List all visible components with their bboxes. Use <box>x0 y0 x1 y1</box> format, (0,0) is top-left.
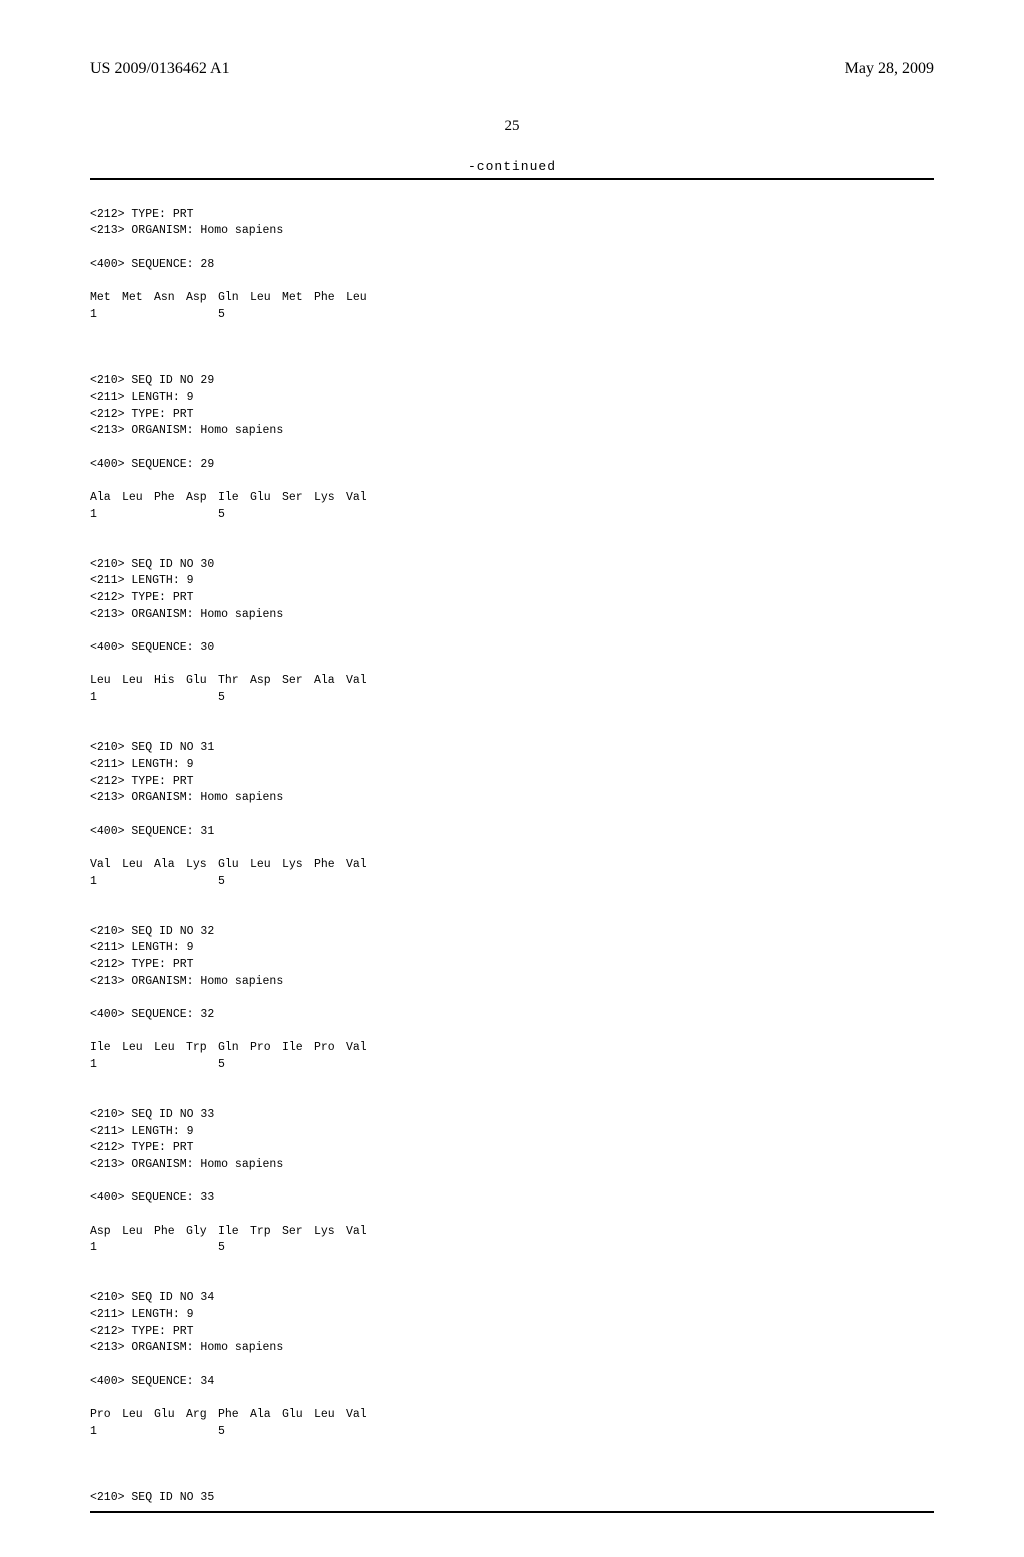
organism-line: <213> ORGANISM: Homo sapiens <box>90 791 283 804</box>
publication-date: May 28, 2009 <box>845 60 934 78</box>
aa-row: LeuLeuHisGluThrAspSerAlaVal <box>90 673 934 690</box>
sequence-line: <400> SEQUENCE: 29 <box>90 458 214 471</box>
organism-line: <213> ORGANISM: Homo sapiens <box>90 1341 283 1354</box>
type-line: <212> TYPE: PRT <box>90 1141 194 1154</box>
aa-row: IleLeuLeuTrpGlnProIleProVal <box>90 1040 934 1057</box>
length-line: <211> LENGTH: 9 <box>90 574 194 587</box>
rule-bottom <box>90 1511 934 1513</box>
pos-row: 15 <box>90 307 934 324</box>
type-line: <212> TYPE: PRT <box>90 408 194 421</box>
length-line: <211> LENGTH: 9 <box>90 391 194 404</box>
pos-row: 15 <box>90 1424 934 1441</box>
pos-row: 15 <box>90 1057 934 1074</box>
seq-id-line: <210> SEQ ID NO 29 <box>90 374 214 387</box>
page-container: US 2009/0136462 A1 May 28, 2009 25 -cont… <box>0 0 1024 1557</box>
page-header: US 2009/0136462 A1 May 28, 2009 <box>90 60 934 78</box>
sequence-line: <400> SEQUENCE: 33 <box>90 1191 214 1204</box>
trailing-block: <210> SEQ ID NO 35 <box>90 1474 934 1507</box>
length-line: <211> LENGTH: 9 <box>90 758 194 771</box>
seq-id-line: <210> SEQ ID NO 35 <box>90 1491 214 1504</box>
sequence-listing: <212> TYPE: PRT <213> ORGANISM: Homo sap… <box>90 190 934 1507</box>
seq-id-line: <210> SEQ ID NO 34 <box>90 1291 214 1304</box>
aa-row: ValLeuAlaLysGluLeuLysPheVal <box>90 857 934 874</box>
aa-row: ProLeuGluArgPheAlaGluLeuVal <box>90 1407 934 1424</box>
sequence-line: <400> SEQUENCE: 32 <box>90 1008 214 1021</box>
sequence-line: <400> SEQUENCE: 34 <box>90 1375 214 1388</box>
length-line: <211> LENGTH: 9 <box>90 1125 194 1138</box>
type-line: <212> TYPE: PRT <box>90 591 194 604</box>
type-line: <212> TYPE: PRT <box>90 958 194 971</box>
pos-row: 15 <box>90 690 934 707</box>
aa-row: AspLeuPheGlyIleTrpSerLysVal <box>90 1224 934 1241</box>
organism-line: <213> ORGANISM: Homo sapiens <box>90 224 283 237</box>
sequence-line: <400> SEQUENCE: 28 <box>90 258 214 271</box>
organism-line: <213> ORGANISM: Homo sapiens <box>90 424 283 437</box>
sequence-line: <400> SEQUENCE: 31 <box>90 825 214 838</box>
seq-id-line: <210> SEQ ID NO 30 <box>90 558 214 571</box>
first-block: <212> TYPE: PRT <213> ORGANISM: Homo sap… <box>90 207 934 340</box>
type-line: <212> TYPE: PRT <box>90 208 194 221</box>
sequence-blocks: <210> SEQ ID NO 29 <211> LENGTH: 9 <212>… <box>90 357 934 1457</box>
page-number: 25 <box>90 118 934 135</box>
seq-id-line: <210> SEQ ID NO 32 <box>90 925 214 938</box>
aa-row: AlaLeuPheAspIleGluSerLysVal <box>90 490 934 507</box>
type-line: <212> TYPE: PRT <box>90 775 194 788</box>
organism-line: <213> ORGANISM: Homo sapiens <box>90 1158 283 1171</box>
sequence-line: <400> SEQUENCE: 30 <box>90 641 214 654</box>
seq-id-line: <210> SEQ ID NO 33 <box>90 1108 214 1121</box>
pos-row: 15 <box>90 507 934 524</box>
length-line: <211> LENGTH: 9 <box>90 1308 194 1321</box>
seq-id-line: <210> SEQ ID NO 31 <box>90 741 214 754</box>
rule-top <box>90 178 934 180</box>
organism-line: <213> ORGANISM: Homo sapiens <box>90 975 283 988</box>
type-line: <212> TYPE: PRT <box>90 1325 194 1338</box>
continued-label: -continued <box>90 159 934 174</box>
pos-row: 15 <box>90 1240 934 1257</box>
pos-row: 15 <box>90 874 934 891</box>
length-line: <211> LENGTH: 9 <box>90 941 194 954</box>
publication-number: US 2009/0136462 A1 <box>90 60 230 78</box>
aa-row: MetMetAsnAspGlnLeuMetPheLeu <box>90 290 934 307</box>
organism-line: <213> ORGANISM: Homo sapiens <box>90 608 283 621</box>
